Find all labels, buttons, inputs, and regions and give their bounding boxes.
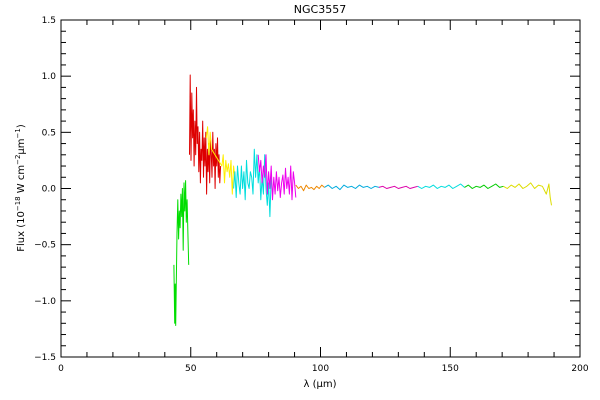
y-label-unit: μm	[16, 138, 27, 154]
y-label-exp3: −1	[14, 128, 22, 138]
y-tick-label: 0.5	[42, 128, 56, 138]
y-label-exp1: −18	[14, 196, 22, 211]
spectrum-series-line-3	[205, 126, 236, 195]
y-tick-label: 0.0	[42, 185, 57, 195]
y-tick-label: 1.0	[42, 72, 57, 82]
spectrum-series-line-6	[295, 184, 325, 192]
spectrum-series-line-5	[257, 154, 297, 201]
y-axis-label: Flux (10−18 W cm−2μm−1)	[14, 124, 27, 252]
y-tick-label: 1.5	[42, 16, 56, 26]
y-label-prefix: Flux (10	[16, 211, 27, 252]
spectrum-series-line-9	[417, 183, 465, 189]
y-tick-label: −1.0	[34, 297, 56, 307]
y-label-suffix: )	[16, 124, 27, 128]
spectrum-series-line-10	[464, 183, 504, 189]
spectrum-series-line-1	[173, 180, 190, 326]
y-tick-label: −0.5	[34, 241, 56, 251]
x-tick-label: 200	[571, 364, 588, 374]
spectrum-series-line-7	[324, 184, 380, 191]
x-tick-label: 50	[185, 364, 197, 374]
x-axis-label: λ (μm)	[303, 379, 336, 390]
y-tick-label: −1.5	[34, 353, 56, 363]
spectrum-series-line-8	[378, 185, 418, 189]
x-tick-label: 100	[312, 364, 329, 374]
y-axis: −1.5 −1.0 −0.5 0.0 0.5 1.0 1.5	[34, 16, 580, 363]
series-group	[173, 74, 552, 326]
spectrum-series-line-2	[189, 74, 222, 195]
x-tick-label: 0	[58, 364, 64, 374]
y-label-mid: W cm	[16, 165, 27, 196]
chart-title: NGC3557	[294, 3, 346, 16]
x-axis: 0 50 100 150 200	[58, 20, 589, 374]
plot-frame	[60, 19, 581, 358]
spectrum-series-line-4	[233, 148, 272, 218]
y-label-exp2: −2	[14, 155, 22, 165]
x-tick-label: 150	[442, 364, 459, 374]
spectrum-series-line-11	[503, 182, 552, 206]
